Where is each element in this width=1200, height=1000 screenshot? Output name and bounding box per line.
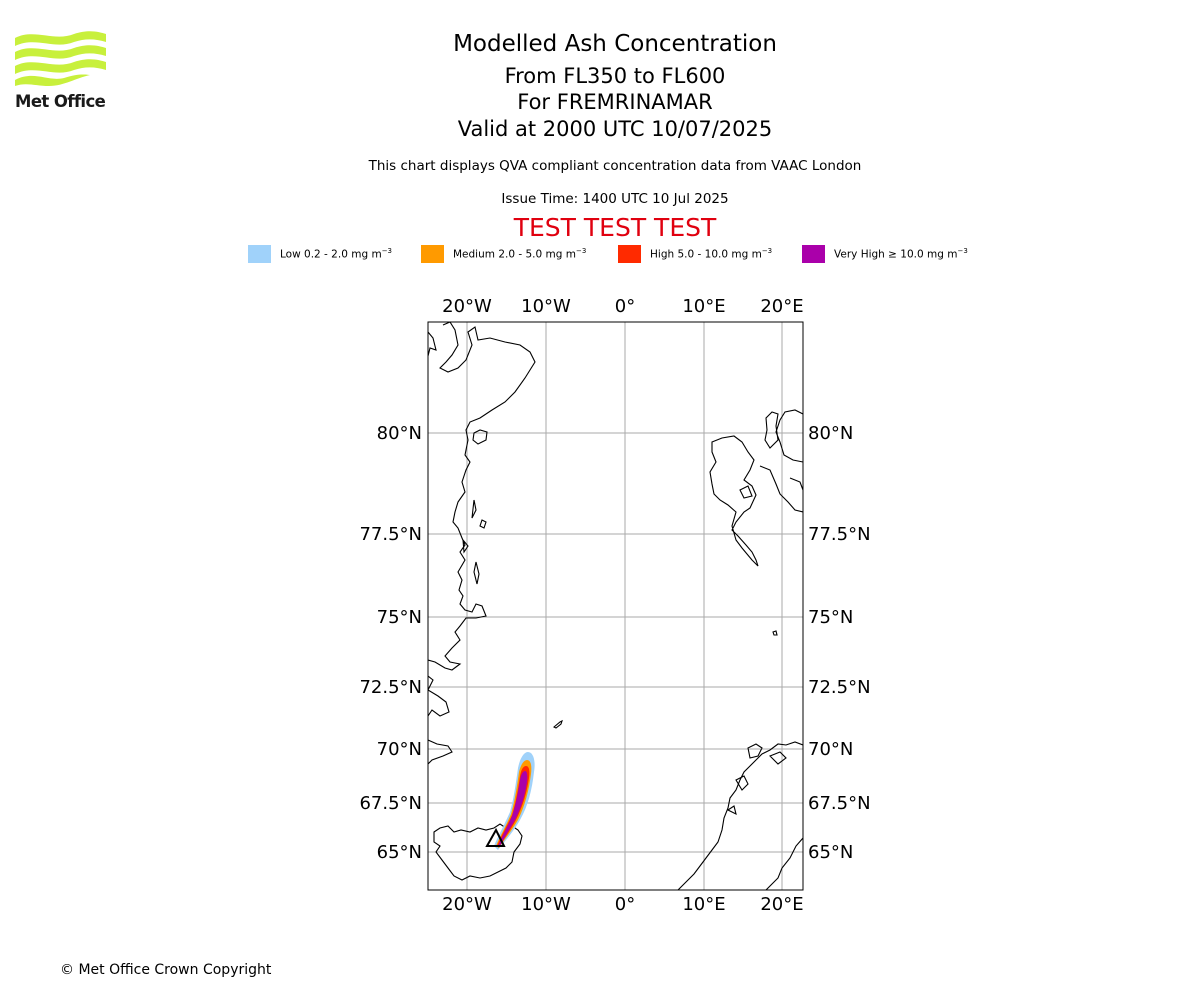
lon-label-top-20w: 20°W [442,296,492,317]
coastline-svalbard [709,409,803,567]
legend-item-high: High 5.0 - 10.0 mg m−3 [618,244,772,264]
legend-item-low: Low 0.2 - 2.0 mg m−3 [248,244,392,264]
flight-levels: From FL350 to FL600 [504,64,726,88]
volcano-name: For FREMRINAMAR [517,90,713,114]
test-banner: TEST TEST TEST [513,213,717,242]
lat-label-left-65n: 65°N [377,842,422,863]
lat-label-left-80n: 80°N [377,423,422,444]
lat-label-right-75n: 75°N [808,607,853,628]
volcano-triangle-icon [485,827,506,847]
lon-label-bottom-20e: 20°E [760,894,803,915]
legend-label-very-high: Very High ≥ 10.0 mg m [834,248,958,261]
lat-label-right-70n: 70°N [808,739,853,760]
map-frame [427,321,804,891]
lon-label-top-10w: 10°W [521,296,571,317]
met-office-logo [15,31,106,86]
lon-label-bottom-10e: 10°E [682,894,725,915]
legend-label-low: Low 0.2 - 2.0 mg m [280,248,382,261]
lat-label-left-77-5n: 77.5°N [359,524,422,545]
lon-label-top-10e: 10°E [682,296,725,317]
legend-unit-exp-very-high: −3 [957,247,968,256]
coastline-bear-island [772,630,778,636]
legend-unit-exp-high: −3 [761,247,773,256]
coastlines [428,322,803,890]
coastline-iceland [433,823,523,881]
legend-item-very-high: Very High ≥ 10.0 mg m−3 [802,244,968,264]
coastline-norway [677,741,803,890]
lat-label-right-80n: 80°N [808,423,853,444]
legend-label-medium: Medium 2.0 - 5.0 mg m [453,248,576,261]
legend-swatch-high [618,245,641,263]
lon-label-bottom-0: 0° [615,894,635,915]
subtitle: This chart displays QVA compliant concen… [368,158,862,174]
legend-swatch-medium [421,245,444,263]
lat-labels-right: 80°N 77.5°N 75°N 72.5°N 70°N 67.5°N 65°N [808,423,871,863]
lon-label-top-0: 0° [615,296,635,317]
lat-label-right-67-5n: 67.5°N [808,793,871,814]
gridlines [428,322,803,890]
legend-label-high: High 5.0 - 10.0 mg m [650,248,762,261]
lat-label-right-72-5n: 72.5°N [808,677,871,698]
coastline-jan-mayen [553,719,563,729]
ash-plume [494,752,535,850]
legend-item-medium: Medium 2.0 - 5.0 mg m−3 [421,244,586,264]
issue-time: Issue Time: 1400 UTC 10 Jul 2025 [501,191,729,207]
lon-label-bottom-20w: 20°W [442,894,492,915]
legend-swatch-low [248,245,271,263]
coastline-greenland [428,322,536,765]
lon-label-bottom-10w: 10°W [521,894,571,915]
lon-label-top-20e: 20°E [760,296,803,317]
legend-swatch-very-high [802,245,825,263]
logo-text: Met Office [15,92,106,111]
legend-unit-exp-medium: −3 [575,247,587,256]
lat-label-right-77-5n: 77.5°N [808,524,871,545]
lat-labels-left: 80°N 77.5°N 75°N 72.5°N 70°N 67.5°N 65°N [359,423,422,863]
chart-title: Modelled Ash Concentration [453,31,777,57]
ash-plume-very-high [498,771,528,846]
lon-labels-top: 20°W 10°W 0° 10°E 20°E [442,296,803,317]
lat-label-right-65n: 65°N [808,842,853,863]
copyright: © Met Office Crown Copyright [60,962,272,978]
lat-label-left-70n: 70°N [377,739,422,760]
valid-time: Valid at 2000 UTC 10/07/2025 [457,117,773,141]
lon-labels-bottom: 20°W 10°W 0° 10°E 20°E [442,894,803,915]
lat-label-left-72-5n: 72.5°N [359,677,422,698]
lat-label-left-75n: 75°N [377,607,422,628]
legend-unit-exp-low: −3 [381,247,393,256]
lat-label-left-67-5n: 67.5°N [359,793,422,814]
